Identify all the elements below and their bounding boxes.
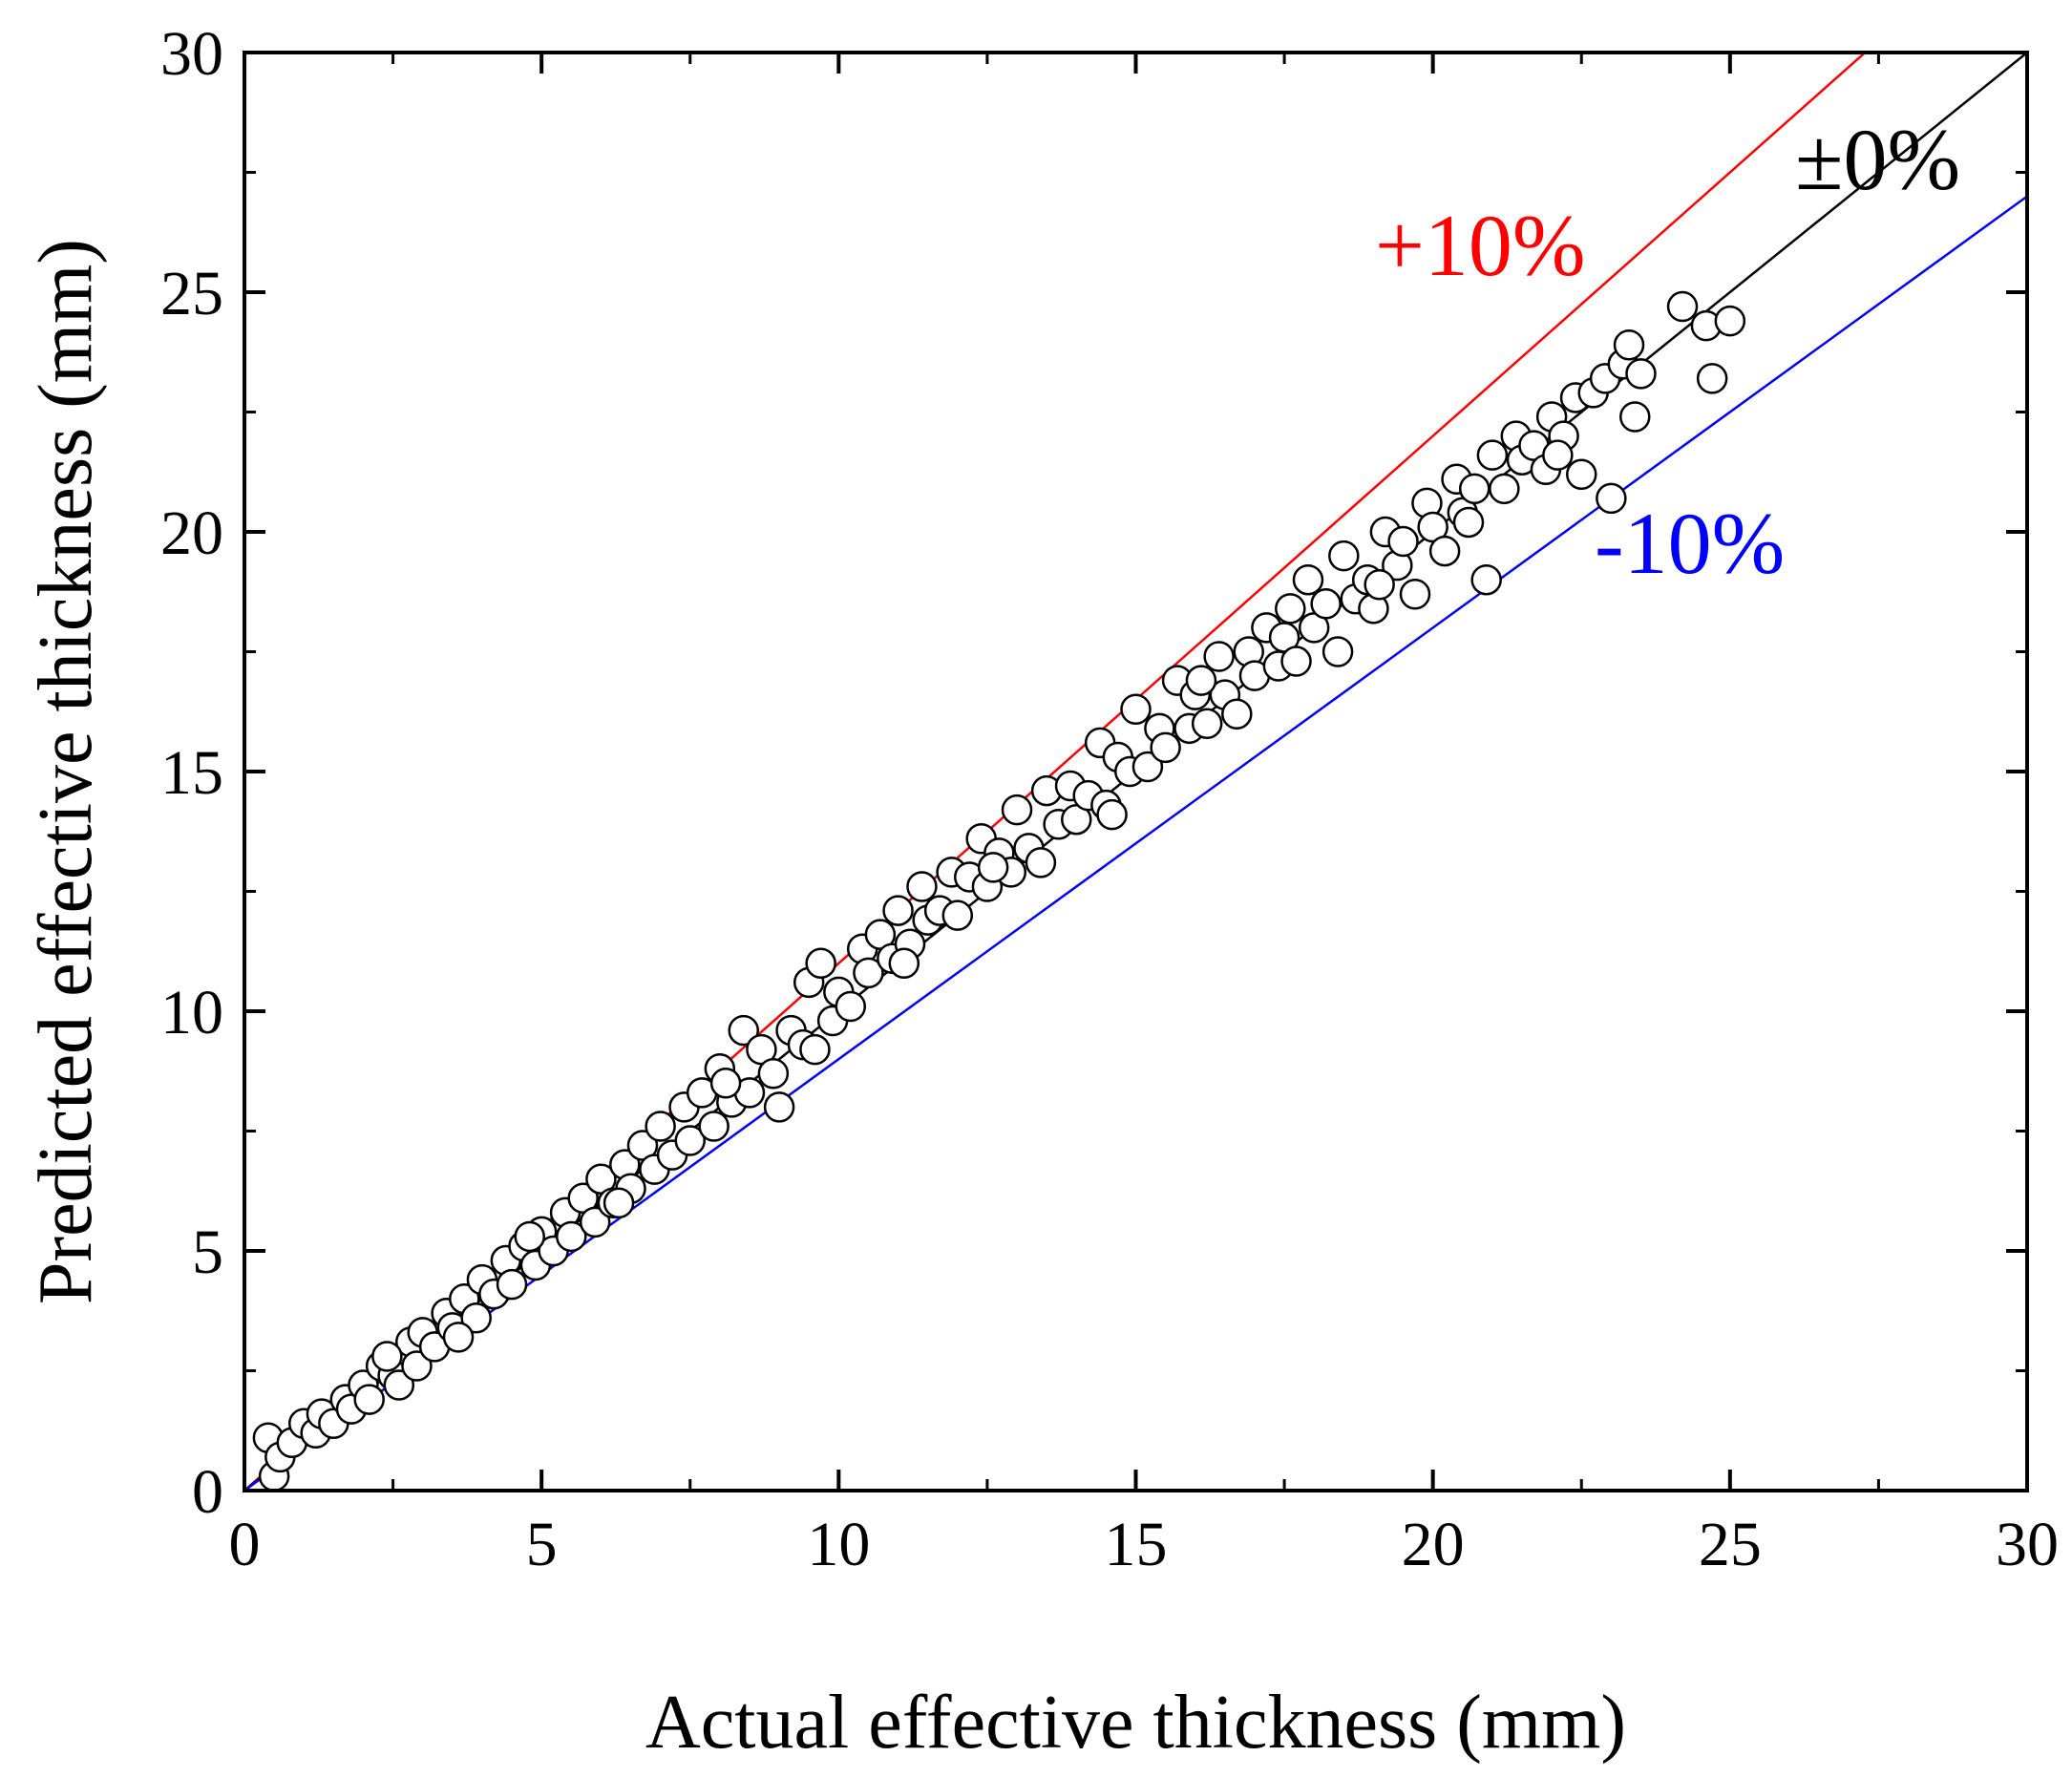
data-point bbox=[1613, 328, 1645, 361]
data-point bbox=[1696, 363, 1728, 394]
data-point bbox=[698, 1111, 729, 1142]
data-point bbox=[799, 1033, 831, 1066]
data-point bbox=[674, 1125, 706, 1156]
data-point bbox=[805, 947, 836, 980]
data-point bbox=[353, 1384, 385, 1415]
data-point bbox=[1275, 593, 1306, 624]
data-point bbox=[888, 947, 920, 980]
data-point bbox=[1428, 535, 1461, 567]
data-point bbox=[1280, 646, 1312, 677]
data-point bbox=[603, 1187, 635, 1219]
data-point bbox=[371, 1341, 403, 1372]
y-tick-label: 5 bbox=[192, 1217, 223, 1287]
data-point bbox=[1120, 693, 1152, 725]
data-point bbox=[556, 1220, 587, 1253]
data-point bbox=[401, 1350, 433, 1382]
y-axis-title: Predicted effective thickness (mm) bbox=[24, 239, 108, 1304]
x-tick-label: 20 bbox=[1402, 1510, 1465, 1579]
data-point bbox=[1310, 588, 1342, 620]
data-point bbox=[1458, 473, 1491, 505]
data-point bbox=[1596, 482, 1627, 515]
data-point bbox=[757, 1058, 790, 1090]
data-point bbox=[1131, 751, 1164, 783]
x-tick-label: 30 bbox=[1996, 1510, 2059, 1579]
data-point bbox=[977, 852, 1009, 883]
data-point bbox=[1566, 458, 1597, 491]
data-point bbox=[1328, 540, 1360, 572]
data-point bbox=[1096, 798, 1128, 831]
data-point bbox=[1191, 708, 1223, 740]
data-point bbox=[1625, 358, 1657, 390]
data-point bbox=[1321, 636, 1354, 667]
data-point bbox=[728, 1014, 760, 1047]
y-tick-label: 15 bbox=[160, 738, 223, 808]
data-point bbox=[442, 1322, 475, 1353]
data-point bbox=[1714, 305, 1746, 337]
annotation-zero: ±0% bbox=[1795, 111, 1960, 208]
data-point bbox=[1025, 847, 1057, 878]
data-point bbox=[1452, 506, 1485, 539]
data-point bbox=[763, 1091, 795, 1123]
data-point bbox=[460, 1302, 492, 1334]
x-axis: 0 5 10 15 20 25 30 bbox=[229, 53, 2059, 1579]
annotation-plus10: +10% bbox=[1375, 197, 1586, 294]
data-point bbox=[1542, 439, 1574, 471]
data-point bbox=[1666, 290, 1699, 323]
data-point bbox=[1489, 473, 1520, 505]
data-point bbox=[1150, 731, 1181, 764]
data-point bbox=[1001, 794, 1033, 826]
data-point bbox=[1470, 563, 1502, 596]
data-point bbox=[514, 1220, 545, 1253]
data-point bbox=[1399, 579, 1431, 610]
data-point bbox=[1387, 525, 1419, 558]
data-point bbox=[853, 957, 884, 989]
data-point bbox=[496, 1268, 528, 1301]
data-points bbox=[252, 290, 1746, 1491]
x-tick-label: 0 bbox=[229, 1510, 261, 1579]
data-point bbox=[1476, 439, 1509, 471]
data-point bbox=[383, 1369, 415, 1401]
data-point bbox=[1364, 568, 1395, 601]
data-point bbox=[906, 871, 938, 902]
y-tick-label: 20 bbox=[160, 498, 223, 568]
y-tick-label: 10 bbox=[160, 978, 223, 1048]
y-axis: 0 5 10 15 20 25 30 bbox=[160, 19, 2027, 1527]
data-point bbox=[882, 895, 914, 926]
y-tick-label: 0 bbox=[192, 1457, 223, 1527]
x-tick-label: 10 bbox=[807, 1510, 870, 1579]
data-point bbox=[1221, 698, 1253, 730]
data-point bbox=[645, 1111, 676, 1142]
data-point bbox=[1185, 665, 1217, 696]
y-tick-label: 25 bbox=[160, 259, 223, 328]
data-point bbox=[709, 1068, 742, 1099]
y-tick-label: 30 bbox=[160, 19, 223, 89]
x-tick-label: 5 bbox=[526, 1510, 558, 1579]
x-axis-title: Actual effective thickness (mm) bbox=[645, 1681, 1626, 1765]
data-point bbox=[1292, 563, 1324, 596]
data-point bbox=[1619, 401, 1651, 433]
data-point bbox=[835, 990, 867, 1023]
x-tick-label: 25 bbox=[1699, 1510, 1762, 1579]
x-tick-label: 15 bbox=[1105, 1510, 1168, 1579]
data-point bbox=[1203, 641, 1235, 672]
data-point bbox=[941, 900, 974, 931]
data-point bbox=[579, 1206, 611, 1238]
annotation-minus10: -10% bbox=[1595, 495, 1785, 592]
